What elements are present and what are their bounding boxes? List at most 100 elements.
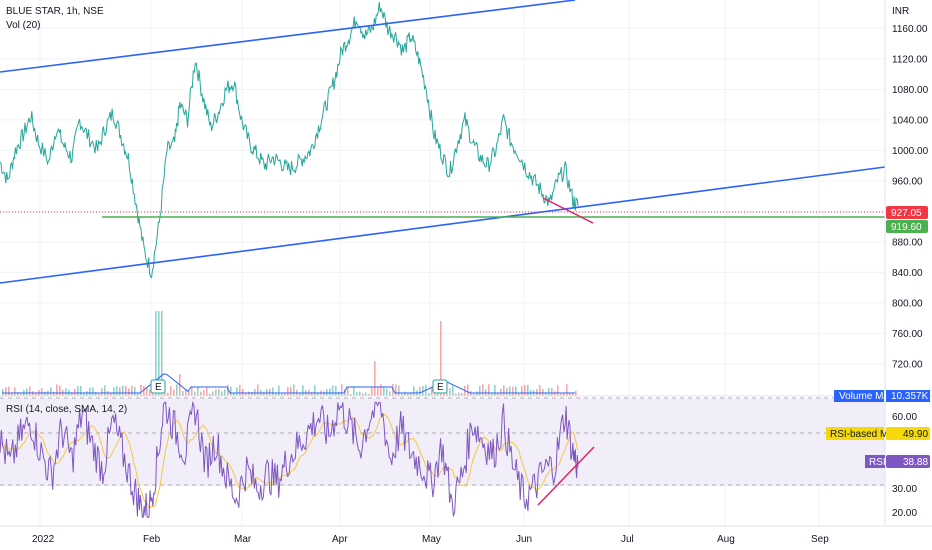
volume-bar: [488, 384, 490, 396]
time-tick-label: May: [422, 534, 441, 545]
volume-bar: [35, 392, 37, 396]
time-tick-label: 2022: [32, 534, 55, 545]
earnings-marker-label: E: [155, 382, 162, 393]
rsi-axis[interactable]: 60.00 30.00 20.00: [892, 412, 917, 519]
volume-bar: [323, 391, 325, 396]
volume-bar: [209, 393, 211, 396]
volume-ma-tag: Volume MA 10.357K: [834, 390, 930, 402]
volume-bar: [242, 388, 244, 396]
volume-bar: [254, 388, 256, 396]
breakout-drawing-rsi[interactable]: [537, 446, 595, 506]
breakout-drawing-price[interactable]: [542, 197, 594, 224]
svg-text:49.90: 49.90: [903, 429, 928, 440]
rsi-tick-label: 60.00: [892, 412, 917, 423]
volume-bar: [353, 386, 355, 396]
volume-bar: [329, 388, 331, 396]
volume-bar: [263, 391, 265, 396]
time-tick-label: Jun: [516, 534, 532, 545]
volume-bar: [293, 384, 295, 396]
volume-bar: [230, 386, 232, 396]
volume-bar: [233, 393, 235, 396]
volume-bar: [368, 393, 370, 396]
rsi-pane[interactable]: RSI (14, close, SMA, 14, 2): [0, 397, 885, 518]
volume-bar: [95, 392, 97, 396]
price-series: [0, 2, 579, 279]
svg-text:10.357K: 10.357K: [891, 391, 929, 402]
svg-text:Volume MA: Volume MA: [839, 391, 890, 402]
lower-trendline[interactable]: [0, 166, 886, 284]
volume-bar: [431, 386, 433, 396]
volume-bar: [449, 388, 451, 396]
volume-bar: [185, 388, 187, 396]
volume-bar: [410, 392, 412, 396]
volume-bar: [77, 385, 79, 396]
volume-bar: [140, 384, 142, 396]
volume-bar: [188, 391, 190, 396]
volume-bar: [167, 392, 169, 396]
rsi-tick-label: 20.00: [892, 508, 917, 519]
volume-bar: [422, 385, 424, 396]
last-price-tag: 927.05: [886, 206, 928, 219]
price-tick-label: 1080.00: [892, 85, 929, 96]
rsi-legend[interactable]: RSI (14, close, SMA, 14, 2): [6, 404, 127, 415]
volume-bar: [194, 391, 196, 396]
volume-bars: [2, 311, 577, 396]
volume-bar: [146, 387, 148, 396]
earnings-marker-2[interactable]: E: [432, 379, 448, 394]
volume-bar: [362, 393, 364, 396]
svg-text:RSI: RSI: [869, 457, 886, 468]
volume-bar: [104, 385, 106, 396]
volume-bar: [512, 386, 514, 396]
volume-bar: [182, 391, 184, 396]
volume-bar: [11, 392, 13, 396]
volume-bar: [569, 392, 571, 396]
symbol-legend[interactable]: BLUE STAR, 1h, NSE: [6, 6, 104, 17]
volume-bar: [365, 392, 367, 396]
volume-bar: [557, 385, 559, 396]
volume-bar: [344, 389, 346, 396]
volume-bar: [440, 321, 442, 396]
volume-legend[interactable]: Vol (20): [6, 20, 40, 31]
volume-bar: [359, 391, 361, 396]
volume-bar: [17, 391, 19, 396]
volume-bar: [56, 384, 58, 396]
volume-bar: [401, 393, 403, 396]
volume-bar: [86, 391, 88, 396]
time-axis[interactable]: 2022 Feb Mar Apr May Jun Jul Aug Sep: [32, 534, 829, 545]
volume-bar: [398, 385, 400, 396]
volume-bar: [116, 386, 118, 396]
earnings-marker-1[interactable]: E: [150, 379, 166, 394]
volume-bar: [509, 386, 511, 396]
volume-bar: [50, 387, 52, 396]
volume-bar: [44, 391, 46, 396]
volume-bar: [473, 393, 475, 396]
volume-bar: [101, 388, 103, 396]
volume-bar: [224, 389, 226, 396]
price-tick-label: 760.00: [892, 329, 923, 340]
price-axis[interactable]: 1160.00 1120.00 1080.00 1040.00 1000.00 960.0…: [892, 24, 929, 371]
currency-label: INR: [892, 6, 909, 17]
volume-bar: [458, 392, 460, 396]
volume-bar: [257, 384, 259, 396]
volume-bar: [239, 384, 241, 396]
price-tick-label: 1000.00: [892, 146, 929, 157]
volume-bar: [203, 390, 205, 396]
volume-bar: [122, 385, 124, 396]
price-tick-label: 1120.00: [892, 54, 928, 65]
price-tick-label: 800.00: [892, 298, 923, 309]
volume-bar: [290, 386, 292, 396]
volume-ma-line: [2, 373, 575, 394]
volume-bar: [92, 387, 94, 396]
volume-bar: [560, 393, 562, 396]
volume-bar: [221, 391, 223, 396]
time-tick-label: Mar: [234, 534, 252, 545]
volume-bar: [8, 386, 10, 396]
volume-bar: [491, 393, 493, 396]
volume-bar: [128, 388, 130, 396]
upper-trendline[interactable]: [0, 0, 576, 73]
volume-bar: [428, 393, 430, 396]
volume-bar: [83, 393, 85, 396]
rsi-tick-label: 30.00: [892, 484, 917, 495]
volume-bar: [500, 388, 502, 396]
